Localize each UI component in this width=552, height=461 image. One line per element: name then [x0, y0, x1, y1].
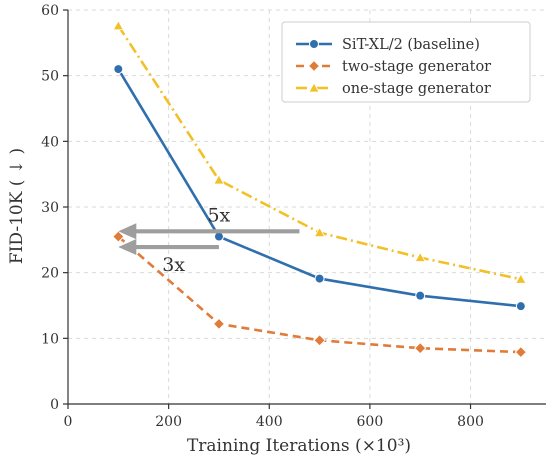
series-2 — [112, 19, 527, 284]
legend-swatch-marker — [309, 39, 319, 49]
x-axis-label: Training Iterations (×10³) — [187, 436, 411, 456]
y-tick-label: 10 — [41, 331, 59, 347]
legend-swatch-marker — [307, 59, 321, 73]
data-point — [415, 290, 426, 301]
data-point — [515, 273, 527, 284]
y-tick-label: 40 — [41, 134, 59, 150]
legend-label: one-stage generator — [342, 81, 491, 97]
data-point — [212, 317, 226, 331]
data-point — [314, 273, 325, 284]
y-tick-label: 50 — [41, 69, 59, 85]
data-point — [313, 334, 326, 347]
annotation-arrow-head — [118, 223, 137, 240]
y-tick-label: 0 — [50, 397, 59, 413]
data-point — [112, 230, 125, 243]
data-point — [113, 64, 124, 75]
x-tick-label: 600 — [357, 414, 384, 430]
legend-swatch-marker — [308, 82, 320, 93]
legend: SiT-XL/2 (baseline) two-stage generator on… — [281, 21, 531, 103]
annotation-label: 3x — [162, 254, 185, 276]
x-tick-label: 0 — [64, 414, 73, 430]
data-point — [414, 341, 427, 355]
x-tick-label: 800 — [457, 414, 484, 430]
plot-series — [112, 19, 528, 359]
data-point — [213, 231, 224, 242]
series-1 — [112, 230, 528, 359]
data-point — [515, 301, 526, 312]
annotation-1: 3x — [118, 239, 219, 276]
y-tick-label: 30 — [41, 200, 59, 216]
data-point — [112, 19, 124, 31]
legend-label: two-stage generator — [342, 59, 491, 75]
series-0 — [113, 64, 526, 312]
x-tick-label: 200 — [155, 414, 182, 430]
y-tick-label: 20 — [41, 266, 59, 282]
annotation-label: 5x — [207, 204, 230, 226]
x-tick-label: 400 — [256, 414, 283, 430]
annotation-0: 5x — [118, 204, 300, 240]
speedup-annotations: 5x 3x — [118, 204, 300, 276]
legend-item-0: SiT-XL/2 (baseline) — [296, 37, 480, 53]
legend-label: SiT-XL/2 (baseline) — [342, 37, 480, 53]
data-point — [414, 251, 426, 262]
data-point — [514, 345, 528, 359]
y-axis-label: FID-10K ( ↓ ) — [7, 148, 27, 264]
legend-item-1: two-stage generator — [296, 59, 491, 75]
annotation-arrow-head — [118, 239, 137, 256]
data-point — [313, 226, 326, 238]
legend-box — [281, 21, 531, 103]
axes: 0 200 400 600 800 0 10 20 30 40 50 60 — [41, 3, 546, 430]
y-tick-label: 60 — [41, 3, 59, 19]
data-point — [213, 174, 225, 185]
legend-item-2: one-stage generator — [296, 81, 491, 97]
